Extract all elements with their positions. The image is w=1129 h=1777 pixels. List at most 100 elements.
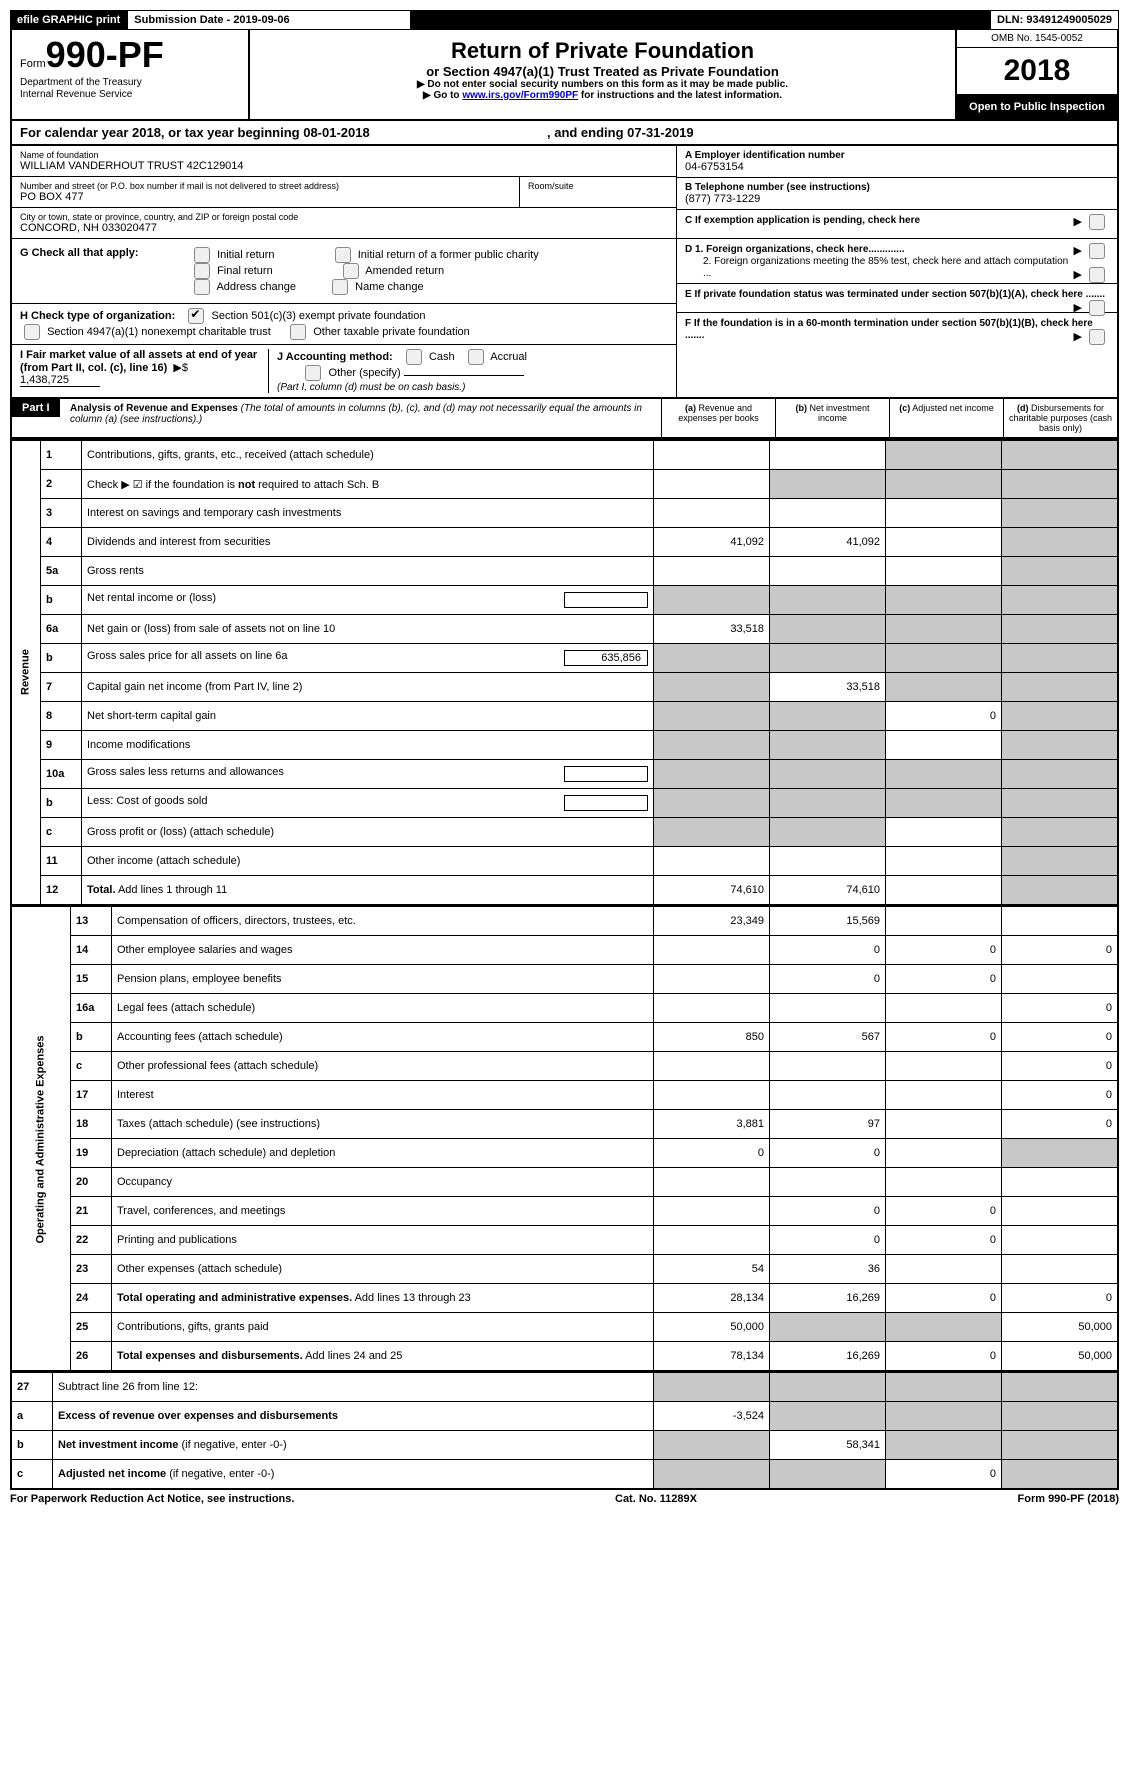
subtitle: or Section 4947(a)(1) Trust Treated as P… <box>258 64 947 79</box>
table-row: 12Total. Add lines 1 through 1174,61074,… <box>11 876 1118 906</box>
j-accrual: Accrual <box>490 351 527 363</box>
part1-label: Part I <box>12 399 60 417</box>
table-row: 25Contributions, gifts, grants paid50,00… <box>11 1313 1118 1342</box>
col-b: Net investment income <box>809 403 869 423</box>
table-row: 21Travel, conferences, and meetings00 <box>11 1197 1118 1226</box>
table-row: cAdjusted net income (if negative, enter… <box>11 1460 1118 1490</box>
efile-label: efile GRAPHIC print <box>10 10 127 30</box>
final-table: 27Subtract line 26 from line 12:aExcess … <box>10 1372 1119 1490</box>
form-number: 990-PF <box>46 34 164 75</box>
spacer <box>411 10 990 30</box>
table-row: 18Taxes (attach schedule) (see instructi… <box>11 1110 1118 1139</box>
table-row: Operating and Administrative Expenses13C… <box>11 907 1118 936</box>
ein: 04-6753154 <box>685 161 1109 173</box>
table-row: 3Interest on savings and temporary cash … <box>11 499 1118 528</box>
final-return-checkbox[interactable] <box>194 263 210 279</box>
h-opt-3: Other taxable private foundation <box>313 326 470 338</box>
table-row: cOther professional fees (attach schedul… <box>11 1052 1118 1081</box>
j-cash: Cash <box>429 351 455 363</box>
h-label: H Check type of organization: <box>20 310 175 322</box>
irs: Internal Revenue Service <box>20 89 132 100</box>
table-row: 7Capital gain net income (from Part IV, … <box>11 673 1118 702</box>
table-row: 27Subtract line 26 from line 12: <box>11 1373 1118 1402</box>
addr-label: Number and street (or P.O. box number if… <box>20 181 511 191</box>
table-row: 23Other expenses (attach schedule)5436 <box>11 1255 1118 1284</box>
footer-center: Cat. No. 11289X <box>615 1493 697 1505</box>
tel-label: B Telephone number (see instructions) <box>685 182 1109 193</box>
j-label: J Accounting method: <box>277 351 393 363</box>
omb: OMB No. 1545-0052 <box>957 30 1117 48</box>
table-row: 20Occupancy <box>11 1168 1118 1197</box>
amended-return-checkbox[interactable] <box>343 263 359 279</box>
main-title: Return of Private Foundation <box>258 38 947 64</box>
form-prefix: Form <box>20 58 46 70</box>
table-row: 5aGross rents <box>11 557 1118 586</box>
g-opt-4: Address change <box>216 281 296 293</box>
initial-return-checkbox[interactable] <box>194 247 210 263</box>
table-row: 9Income modifications <box>11 731 1118 760</box>
j-note: (Part I, column (d) must be on cash basi… <box>277 382 465 393</box>
col-c: Adjusted net income <box>912 403 994 413</box>
f-checkbox[interactable] <box>1089 329 1105 345</box>
table-row: bGross sales price for all assets on lin… <box>11 644 1118 673</box>
c-label: C If exemption application is pending, c… <box>685 215 920 226</box>
h-opt-1: Section 501(c)(3) exempt private foundat… <box>211 310 425 322</box>
telephone: (877) 773-1229 <box>685 193 1109 205</box>
d1-checkbox[interactable] <box>1089 243 1105 259</box>
submission-date: Submission Date - 2019-09-06 <box>127 10 411 30</box>
room-label: Room/suite <box>528 181 668 191</box>
table-row: 11Other income (attach schedule) <box>11 847 1118 876</box>
table-row: 22Printing and publications00 <box>11 1226 1118 1255</box>
top-bar: efile GRAPHIC print Submission Date - 20… <box>10 10 1119 30</box>
table-row: 24Total operating and administrative exp… <box>11 1284 1118 1313</box>
table-row: 14Other employee salaries and wages000 <box>11 936 1118 965</box>
table-row: 15Pension plans, employee benefits00 <box>11 965 1118 994</box>
table-row: 6aNet gain or (loss) from sale of assets… <box>11 615 1118 644</box>
dept: Department of the Treasury <box>20 77 142 88</box>
d2-checkbox[interactable] <box>1089 267 1105 283</box>
address-change-checkbox[interactable] <box>194 279 210 295</box>
expense-table: Operating and Administrative Expenses13C… <box>10 906 1119 1372</box>
table-row: 26Total expenses and disbursements. Add … <box>11 1342 1118 1372</box>
revenue-table: Revenue1Contributions, gifts, grants, et… <box>10 439 1119 906</box>
e-checkbox[interactable] <box>1089 300 1105 316</box>
dln: DLN: 93491249005029 <box>990 10 1119 30</box>
form-header: Form990-PF Department of the Treasury In… <box>10 30 1119 121</box>
g-opt-3: Amended return <box>365 265 444 277</box>
city-state-zip: CONCORD, NH 033020477 <box>20 222 668 234</box>
e-label: E If private foundation status was termi… <box>685 289 1105 300</box>
other-taxable-checkbox[interactable] <box>290 324 306 340</box>
goto-suffix: for instructions and the latest informat… <box>578 90 782 101</box>
cal-begin: For calendar year 2018, or tax year begi… <box>20 125 370 140</box>
foundation-name: WILLIAM VANDERHOUT TRUST 42C129014 <box>20 160 668 172</box>
g-opt-0: Initial return <box>217 249 274 261</box>
ein-label: A Employer identification number <box>685 150 1109 161</box>
i-label: I Fair market value of all assets at end… <box>20 349 257 374</box>
footer-left: For Paperwork Reduction Act Notice, see … <box>10 1493 294 1505</box>
goto-prefix: ▶ Go to <box>423 90 462 101</box>
name-change-checkbox[interactable] <box>332 279 348 295</box>
part1-title: Analysis of Revenue and Expenses <box>70 403 238 414</box>
c-checkbox[interactable] <box>1089 214 1105 230</box>
501c3-checkbox[interactable] <box>188 308 204 324</box>
public-inspection: Open to Public Inspection <box>957 95 1117 119</box>
table-row: 16aLegal fees (attach schedule)0 <box>11 994 1118 1023</box>
other-method-checkbox[interactable] <box>305 365 321 381</box>
ssn-warning: ▶ Do not enter social security numbers o… <box>258 79 947 90</box>
h-opt-2: Section 4947(a)(1) nonexempt charitable … <box>47 326 271 338</box>
irs-link[interactable]: www.irs.gov/Form990PF <box>462 90 578 101</box>
g-opt-5: Name change <box>355 281 424 293</box>
table-row: 8Net short-term capital gain0 <box>11 702 1118 731</box>
cash-checkbox[interactable] <box>406 349 422 365</box>
4947-checkbox[interactable] <box>24 324 40 340</box>
d2-label: 2. Foreign organizations meeting the 85%… <box>703 256 1068 279</box>
initial-former-checkbox[interactable] <box>335 247 351 263</box>
fmv-value: 1,438,725 <box>20 374 100 387</box>
table-row: 17Interest0 <box>11 1081 1118 1110</box>
table-row: 4Dividends and interest from securities4… <box>11 528 1118 557</box>
table-row: bNet rental income or (loss) <box>11 586 1118 615</box>
table-row: cGross profit or (loss) (attach schedule… <box>11 818 1118 847</box>
accrual-checkbox[interactable] <box>468 349 484 365</box>
g-label: G Check all that apply: <box>20 247 160 295</box>
f-label: F If the foundation is in a 60-month ter… <box>685 318 1093 341</box>
